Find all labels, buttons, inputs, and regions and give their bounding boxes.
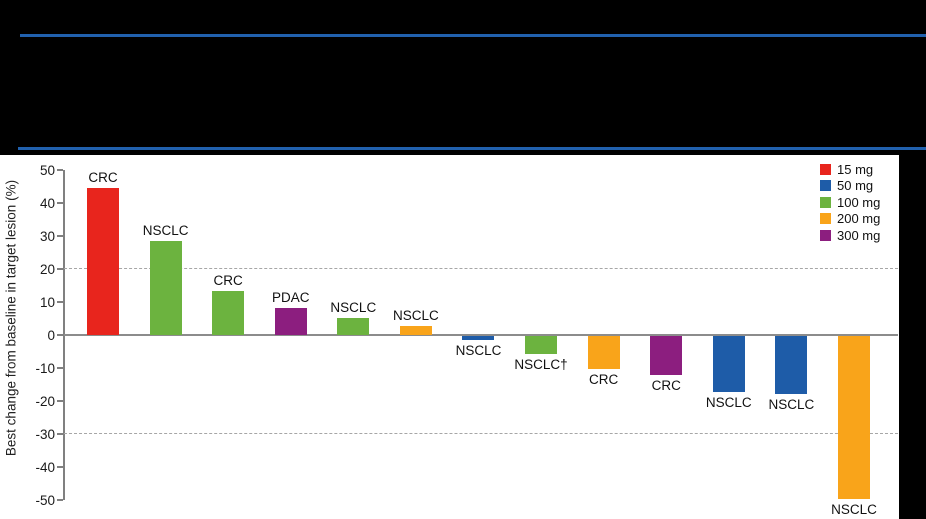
- y-tick-mark: [57, 268, 63, 270]
- legend-swatch: [820, 163, 831, 175]
- y-tick-label: 40: [39, 195, 55, 211]
- bar-label: PDAC: [271, 289, 310, 305]
- bar-label: NSCLC: [393, 308, 439, 324]
- y-tick-mark: [57, 367, 63, 369]
- bar: [212, 291, 245, 335]
- legend-label: 100 mg: [837, 194, 881, 210]
- bar: [149, 240, 182, 335]
- y-tick-label: 50: [39, 162, 55, 178]
- y-tick-mark: [57, 235, 63, 237]
- bar: [525, 335, 558, 354]
- divider-line-top: [20, 34, 926, 37]
- bar-label: CRC: [651, 377, 681, 393]
- legend-item: 200 mg: [820, 211, 880, 228]
- y-tick-mark: [57, 169, 63, 171]
- legend-label: 15 mg: [837, 161, 874, 177]
- legend-label: 300 mg: [837, 227, 881, 243]
- plot-area: 50 40 30 20 10 0 -10 -20 -30 -40 -50 CRC NSCLC CRC PDA…: [0, 155, 899, 519]
- legend-swatch: [820, 196, 831, 208]
- bar: [274, 307, 307, 335]
- bar: [650, 335, 683, 375]
- y-tick-label: -50: [35, 492, 55, 508]
- zero-baseline: [64, 334, 898, 336]
- bar: [462, 335, 495, 340]
- bar: [87, 188, 119, 335]
- y-tick-label: -20: [35, 393, 55, 409]
- legend: 15 mg 50 mg 100 mg 200 mg 300 mg: [820, 161, 880, 244]
- y-tick-label: -40: [35, 459, 55, 475]
- legend-item: 100 mg: [820, 194, 880, 211]
- bar-label: NSCLC: [142, 222, 189, 238]
- bar-label: NSCLC: [705, 395, 752, 411]
- legend-item: 300 mg: [820, 227, 880, 244]
- y-tick-mark: [57, 400, 63, 402]
- legend-swatch: [820, 213, 831, 225]
- y-tick-mark: [57, 301, 63, 303]
- bar-label: CRC: [88, 170, 118, 186]
- reference-line-20: [64, 268, 898, 270]
- y-tick-mark: [57, 334, 63, 336]
- bar-label: NSCLC: [831, 502, 877, 518]
- bar-label: NSCLC: [330, 299, 377, 315]
- bar: [399, 326, 432, 335]
- legend-swatch: [820, 229, 831, 241]
- legend-swatch: [820, 180, 831, 192]
- legend-label: 200 mg: [837, 211, 881, 227]
- y-tick-label: -10: [35, 360, 55, 376]
- y-tick-mark: [57, 499, 63, 501]
- bar: [712, 335, 745, 392]
- bar-label: CRC: [213, 273, 243, 289]
- y-tick-label: 0: [47, 327, 55, 343]
- y-tick-mark: [57, 433, 63, 435]
- legend-item: 15 mg: [820, 161, 880, 178]
- legend-label: 50 mg: [837, 178, 874, 194]
- y-tick-label: -30: [35, 426, 55, 442]
- bar: [337, 317, 370, 335]
- legend-item: 50 mg: [820, 178, 880, 195]
- divider-line-bottom: [18, 147, 926, 150]
- y-tick-mark: [57, 202, 63, 204]
- y-tick-label: 30: [39, 228, 55, 244]
- y-tick-label: 10: [39, 294, 55, 310]
- bar-label: NSCLC: [455, 342, 502, 358]
- bar-label: NSCLC†: [514, 357, 568, 373]
- y-tick-label: 20: [39, 261, 55, 277]
- reference-line--30: [64, 433, 898, 435]
- bar-label: CRC: [589, 372, 619, 387]
- bar-label: NSCLC: [768, 397, 815, 413]
- waterfall-chart: Best change from baseline in target lesi…: [0, 155, 899, 519]
- bar: [587, 335, 620, 369]
- y-tick-mark: [57, 466, 63, 468]
- bar: [837, 335, 870, 500]
- bar: [775, 335, 808, 394]
